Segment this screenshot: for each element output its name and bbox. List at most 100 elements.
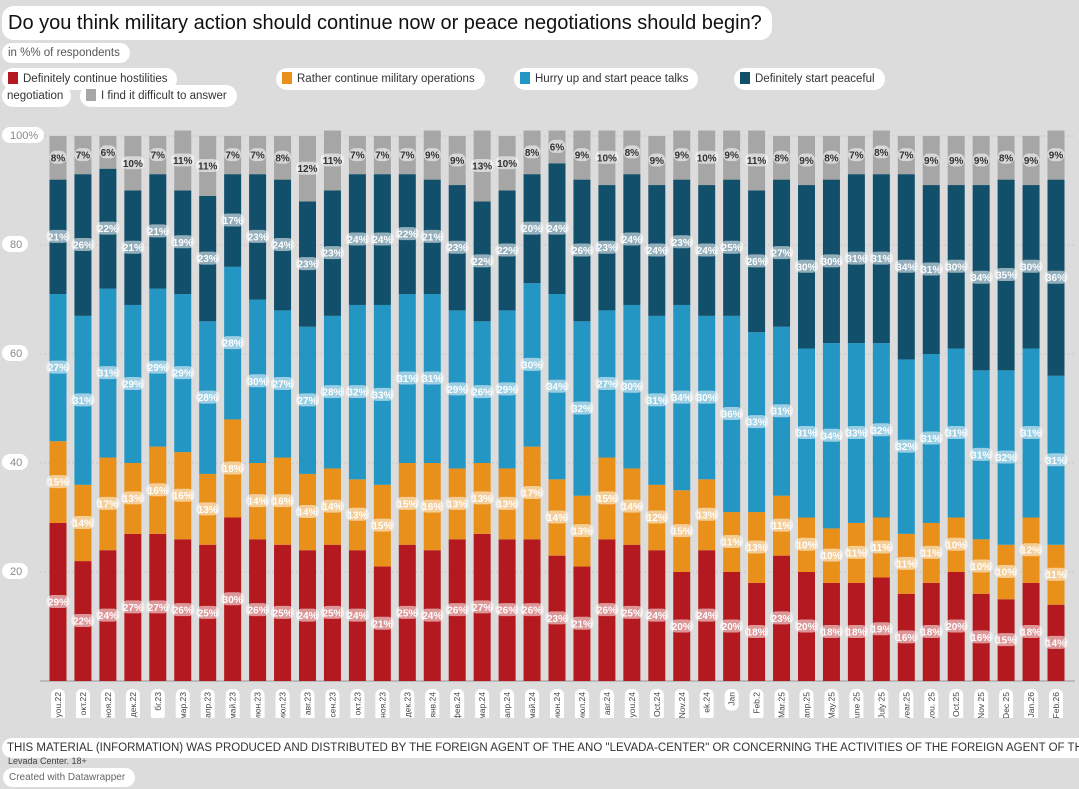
x-tick-bg [125,689,140,718]
data-label: 22% [397,230,417,241]
chart-subtitle: in %% of respondents [2,43,130,63]
y-tick-bg [2,236,28,252]
data-label: 13% [747,543,767,554]
data-label-bg [769,246,794,260]
x-tick-label: ek.24 [702,692,712,713]
x-tick-bg [749,689,764,718]
data-label: 21% [572,619,592,630]
data-label: 13% [123,494,143,505]
data-label: 21% [372,619,392,630]
data-label-bg [745,415,769,429]
data-label: 10% [597,153,617,164]
data-label-bg [270,494,295,508]
data-label: 30% [697,393,717,404]
x-tick-label: May.25 [826,692,836,718]
data-label-bg [146,224,170,238]
data-label: 9% [575,151,590,162]
data-label: 21% [148,227,168,238]
data-label-bg [71,393,95,407]
data-label: 31% [921,434,941,445]
data-label: 7% [375,151,390,162]
data-label: 32% [996,453,1016,464]
data-label: 10% [697,153,717,164]
datawrapper-credit: Created with Datawrapper [3,768,136,787]
data-label-bg [897,148,915,162]
legend-label: Definitely start peaceful [755,73,875,85]
x-tick-bg [225,689,240,718]
x-tick-label: авг.23 [303,692,313,715]
data-label: 16% [422,502,442,513]
data-label: 13% [198,505,218,516]
data-label-bg [96,221,120,235]
data-label: 27% [273,379,293,390]
data-label: 17% [98,499,118,510]
data-label-bg [470,600,494,614]
data-label: 30% [223,595,243,606]
data-label: 26% [497,606,517,617]
data-label: 29% [48,597,68,608]
data-label-bg [720,535,744,549]
data-label-bg [246,229,270,243]
data-label-bg [470,158,494,172]
legend-label: Hurry up and start peace talks [535,73,689,85]
legend-item-rather-continue: Rather continue military operations [276,68,485,90]
data-label: 24% [697,246,717,257]
x-tick-bg [350,689,365,718]
data-label: 13% [572,527,592,538]
x-tick-label: Jan [727,692,737,706]
data-label-bg [221,213,245,227]
data-label-bg [919,431,943,445]
data-label-bg [171,153,195,167]
data-label-bg [423,148,441,162]
data-label: 15% [397,499,417,510]
data-label-bg [545,510,569,524]
data-label-bg [370,387,394,401]
data-label: 15% [48,478,68,489]
data-label-bg [320,246,345,260]
data-label-bg [545,221,569,235]
data-label-bg [345,507,369,521]
data-label-bg [869,622,893,636]
x-tick-label: Mar.25 [777,692,787,718]
data-label-bg [794,537,819,551]
x-tick-bg [375,689,390,718]
data-label-bg [246,374,270,388]
data-label: 30% [796,262,816,273]
data-label-bg [71,515,95,529]
y-tick-bg [2,454,28,470]
data-label: 31% [1021,429,1041,440]
data-label-bg [1022,153,1040,167]
data-label-bg [545,611,569,625]
data-label: 28% [322,388,342,399]
data-label: 14% [1046,638,1066,649]
data-label-bg [121,600,145,614]
data-label-bg [320,499,345,513]
x-tick-bg [75,689,90,718]
data-label: 18% [821,627,841,638]
data-label-bg [695,507,719,521]
data-label: 16% [971,633,991,644]
data-label: 26% [747,257,767,268]
x-tick-label: ноя.22 [103,692,113,718]
data-label-bg [221,336,245,350]
data-label: 18% [921,627,941,638]
data-label: 7% [225,151,240,162]
x-tick-label: Nov 25 [976,692,986,718]
data-label-bg [673,148,691,162]
data-label: 24% [372,235,392,246]
legend-swatch-red [8,72,18,84]
data-label-bg [99,145,117,159]
data-label: 20% [722,622,742,633]
data-label: 16% [148,486,168,497]
data-label: 9% [724,151,739,162]
data-label-bg [171,603,195,617]
data-label: 11% [922,548,942,559]
data-label: 9% [974,156,989,167]
x-tick-label: май.23 [228,692,238,718]
data-label: 23% [297,260,317,271]
data-label: 6% [101,148,116,159]
x-tick-bg [849,689,864,718]
data-label: 21% [48,232,68,243]
data-label-bg [146,360,170,374]
data-label-bg [520,221,544,235]
